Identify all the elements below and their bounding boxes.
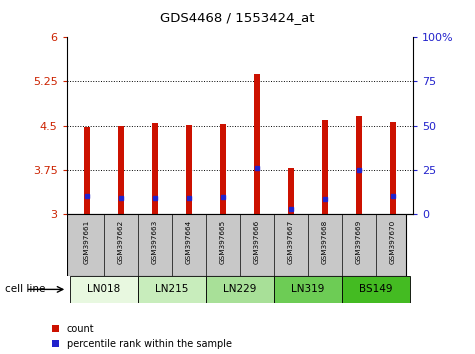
Text: BS149: BS149 <box>359 284 393 295</box>
Bar <box>220 124 226 214</box>
Bar <box>186 125 192 214</box>
Text: GSM397667: GSM397667 <box>288 220 294 264</box>
Text: GSM397663: GSM397663 <box>152 220 158 264</box>
Text: GSM397664: GSM397664 <box>186 220 192 264</box>
Legend: count, percentile rank within the sample: count, percentile rank within the sample <box>52 324 232 349</box>
Text: GDS4468 / 1553424_at: GDS4468 / 1553424_at <box>160 11 315 24</box>
Bar <box>322 120 328 214</box>
Text: GSM397665: GSM397665 <box>220 220 226 264</box>
Bar <box>152 123 158 214</box>
Bar <box>390 121 396 214</box>
Bar <box>206 276 274 303</box>
Text: LN215: LN215 <box>155 284 189 295</box>
Bar <box>138 276 206 303</box>
Bar <box>288 167 294 214</box>
Text: cell line: cell line <box>5 284 45 295</box>
Bar <box>356 116 362 214</box>
Text: GSM397668: GSM397668 <box>322 220 328 264</box>
Bar <box>274 276 342 303</box>
Text: GSM397662: GSM397662 <box>118 220 124 264</box>
Text: GSM397670: GSM397670 <box>390 220 396 264</box>
Bar <box>84 127 90 214</box>
Text: LN319: LN319 <box>291 284 324 295</box>
Bar <box>118 126 124 214</box>
Bar <box>254 74 260 214</box>
Bar <box>70 276 138 303</box>
Text: GSM397666: GSM397666 <box>254 220 260 264</box>
Text: GSM397661: GSM397661 <box>84 220 90 264</box>
Text: LN018: LN018 <box>87 284 121 295</box>
Text: GSM397669: GSM397669 <box>356 220 362 264</box>
Text: LN229: LN229 <box>223 284 256 295</box>
Bar <box>342 276 410 303</box>
